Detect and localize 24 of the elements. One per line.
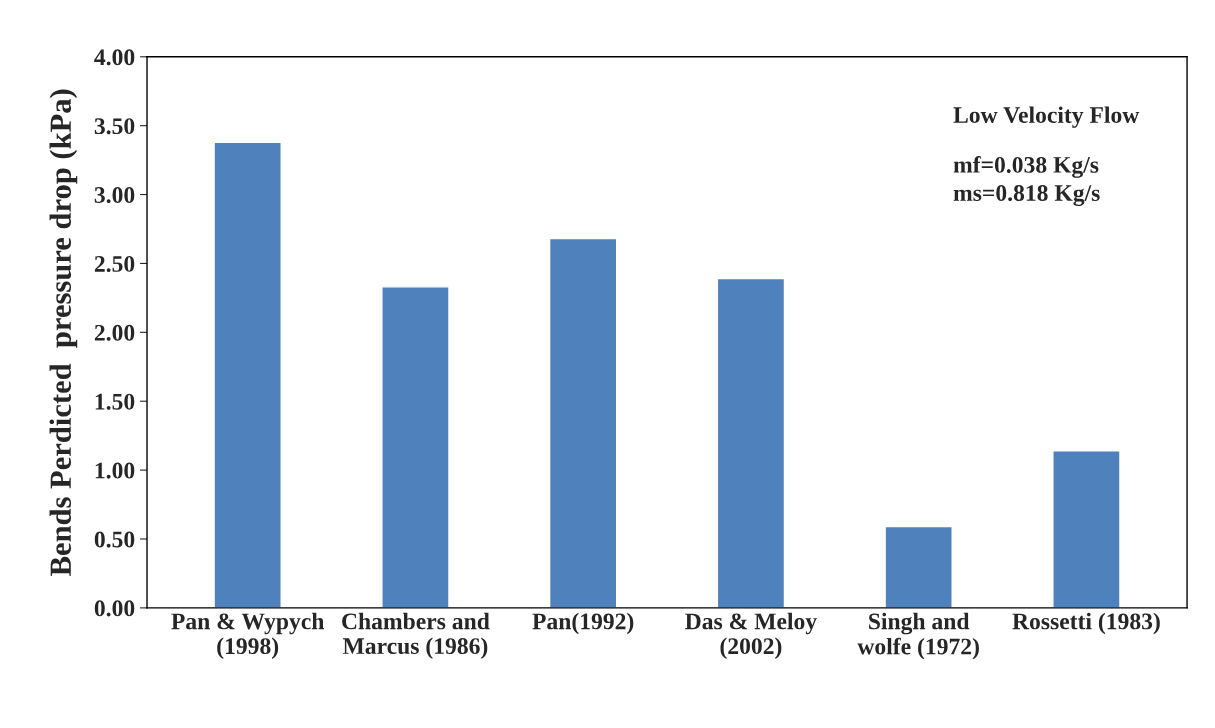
y-tick-label: 3.00	[94, 187, 135, 204]
y-tick-label: 1.50	[95, 393, 135, 410]
annotation: Low Velocity Flow	[953, 106, 1140, 128]
bar	[884, 525, 953, 608]
bar	[548, 237, 618, 608]
bar	[213, 141, 282, 608]
x-tick-label: Singh and wolfe (1972)	[857, 612, 979, 660]
y-tick-label: 1.00	[95, 462, 135, 479]
bar	[1052, 450, 1121, 608]
x-tick-label: Pan(1992)	[532, 612, 634, 635]
y-tick-label: 0.00	[94, 600, 135, 617]
annotation: mf=0.038 Kg/s ms=0.818 Kg/s	[953, 155, 1100, 206]
y-tick-label: 3.50	[94, 118, 135, 135]
x-tick-label: Das & Meloy (2002)	[685, 612, 817, 659]
y-tick-label: 4.00	[94, 49, 135, 66]
x-tick-label: Chambers and Marcus (1986)	[342, 612, 490, 659]
y-tick-label: 2.00	[94, 324, 135, 341]
y-tick-label: 2.50	[94, 255, 135, 272]
bar	[716, 277, 786, 608]
y-tick-label: 0.50	[94, 531, 135, 548]
x-tick-label: Rossetti (1983)	[1012, 612, 1160, 635]
bar	[381, 286, 450, 608]
x-tick-label: Pan & Wypych (1998)	[171, 612, 325, 659]
y-axis-title: Bends Perdicted pressure drop (kPa)	[49, 89, 78, 576]
